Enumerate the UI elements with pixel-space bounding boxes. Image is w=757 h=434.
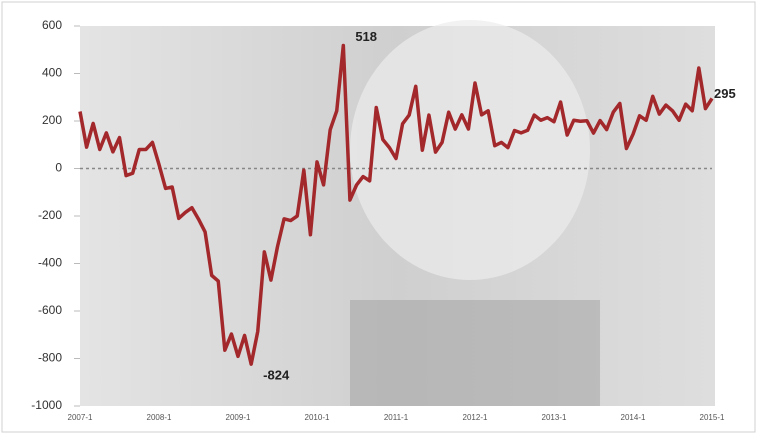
y-tick-label: 0 [55,161,62,175]
y-tick-label: -800 [38,351,62,365]
photo-shape [350,300,600,406]
y-tick-label: -200 [38,208,62,222]
y-tick-label: -600 [38,303,62,317]
x-tick-label: 2012-1 [463,413,488,422]
y-tick-label: 400 [42,66,62,80]
y-tick-label: -1000 [31,398,62,412]
x-tick-label: 2009-1 [226,413,251,422]
x-tick-label: 2014-1 [621,413,646,422]
x-tick-label: 2015-1 [700,413,725,422]
y-tick-label: 600 [42,18,62,32]
annotation: 518 [355,29,377,44]
annotation: 295 [714,86,736,101]
x-tick-label: 2013-1 [542,413,567,422]
photo-shape [350,20,590,280]
x-tick-label: 2010-1 [305,413,330,422]
data-line [78,43,714,366]
x-tick-label: 2011-1 [384,413,409,422]
x-tick-label: 2007-1 [68,413,93,422]
annotation: -824 [263,368,290,383]
y-tick-label: -400 [38,256,62,270]
x-tick-label: 2008-1 [147,413,172,422]
y-tick-label: 200 [42,113,62,127]
